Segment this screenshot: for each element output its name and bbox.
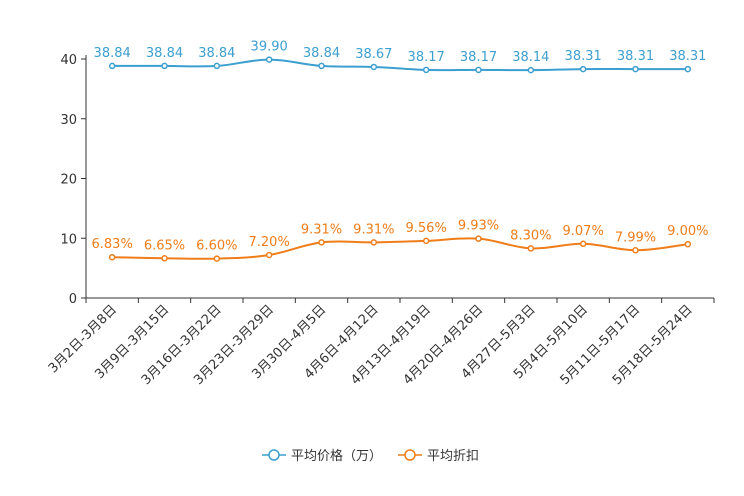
x-axis: 3月2日-3月8日3月9日-3月15日3月16日-3月22日3月23日-3月29… [46, 297, 715, 388]
data-label: 38.84 [94, 46, 131, 61]
data-point[interactable] [527, 66, 535, 74]
data-point[interactable] [265, 251, 273, 259]
data-label: 6.83% [92, 237, 133, 252]
legend-marker-icon [268, 449, 280, 461]
series-2: 6.83% 6.65% 6.60% 7.20% 9.31% 9.31% 9.56% 9.93%… [92, 219, 708, 262]
y-tick-label: 10 [60, 232, 77, 247]
y-tick-label: 20 [60, 173, 77, 188]
data-label: 38.84 [303, 46, 340, 61]
legend-label: 平均价格（万） [291, 448, 382, 464]
data-point[interactable] [684, 65, 692, 73]
data-label: 6.65% [144, 238, 185, 253]
data-label: 38.31 [617, 49, 654, 64]
data-label: 9.00% [667, 224, 708, 239]
legend-label: 平均折扣 [427, 449, 479, 464]
legend-item-2[interactable]: 平均折扣 [398, 449, 479, 464]
data-point[interactable] [370, 239, 378, 246]
legend[interactable]: 平均价格（万） 平均折扣 [262, 448, 479, 464]
data-point[interactable] [213, 255, 221, 262]
data-label: 38.67 [355, 47, 392, 62]
data-label: 7.99% [615, 230, 656, 245]
data-label: 38.31 [565, 49, 602, 64]
legend-item-1[interactable]: 平均价格（万） [262, 448, 382, 464]
y-tick-label: 40 [60, 53, 77, 68]
data-point[interactable] [318, 62, 325, 70]
data-point[interactable] [684, 240, 692, 248]
data-point[interactable] [370, 63, 378, 71]
data-label: 38.14 [512, 50, 549, 65]
data-label: 9.31% [301, 222, 342, 237]
y-tick-label: 0 [69, 292, 77, 307]
data-point[interactable] [161, 255, 168, 262]
data-point[interactable] [108, 253, 116, 261]
data-label: 38.84 [146, 46, 183, 61]
data-label: 9.56% [406, 221, 447, 236]
data-label: 39.90 [251, 40, 288, 55]
series-line [112, 58, 688, 72]
data-label: 38.17 [460, 50, 497, 65]
data-point[interactable] [475, 66, 482, 74]
data-point[interactable] [318, 239, 325, 246]
data-point[interactable] [422, 237, 430, 245]
data-point[interactable] [579, 240, 587, 248]
legend-marker-icon [404, 449, 416, 461]
data-label: 9.07% [563, 224, 604, 239]
data-point[interactable] [422, 66, 430, 74]
data-point[interactable] [527, 245, 535, 252]
data-point[interactable] [475, 235, 482, 242]
data-point[interactable] [161, 62, 168, 70]
data-label: 8.30% [510, 228, 551, 243]
data-label: 6.60% [196, 239, 237, 254]
data-point[interactable] [579, 65, 587, 73]
data-label: 38.31 [669, 49, 706, 64]
series-1: 38.84 38.84 38.84 39.90 38.84 38.67 38.17 38.17… [94, 40, 706, 74]
data-label: 38.84 [198, 46, 235, 61]
y-axis: 0 10 20 30 40 [60, 53, 87, 307]
y-tick-label: 30 [60, 113, 77, 128]
data-label: 9.31% [353, 222, 394, 237]
series-layer: 38.84 38.84 38.84 39.90 38.84 38.67 38.17 38.17… [92, 40, 708, 262]
data-point[interactable] [213, 62, 221, 70]
data-label: 7.20% [249, 235, 290, 250]
data-point[interactable] [265, 56, 273, 63]
data-point[interactable] [632, 247, 639, 254]
data-label: 38.17 [408, 50, 445, 65]
data-point[interactable] [632, 65, 639, 73]
data-point[interactable] [108, 62, 116, 70]
data-label: 9.93% [458, 219, 499, 234]
series-line [112, 237, 688, 260]
